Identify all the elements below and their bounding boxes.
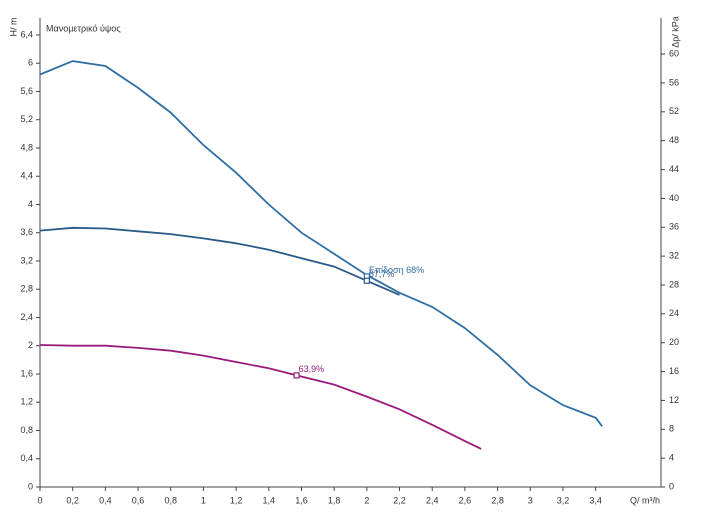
x-tick-label: 1,2 — [230, 495, 243, 505]
curve — [39, 60, 603, 427]
point-label: 67,7% — [369, 269, 395, 279]
point-label: 63,9% — [299, 364, 325, 374]
y-tick-label: 1,2 — [20, 397, 33, 407]
y-tick-label: 3,6 — [20, 227, 33, 237]
y2-tick-label: 4 — [669, 453, 674, 463]
x-tick-label: 3,2 — [557, 495, 570, 505]
x-tick-label: 1 — [201, 495, 206, 505]
y2-tick-label: 16 — [669, 366, 679, 376]
y-tick-label: 4,4 — [20, 171, 33, 181]
y-tick-label: 3,2 — [20, 255, 33, 265]
y2-axis-title: Δp/ kPa — [670, 16, 680, 48]
y-tick-label: 0 — [28, 481, 33, 491]
x-tick-label: 0,8 — [164, 495, 177, 505]
y-tick-label: 4 — [28, 199, 33, 209]
x-axis-title: Q/ m³/h — [630, 495, 660, 505]
x-tick-label: 1,4 — [263, 495, 276, 505]
x-tick-label: 0,6 — [132, 495, 145, 505]
x-tick-label: 0,2 — [66, 495, 79, 505]
y-tick-label: 2,8 — [20, 284, 33, 294]
x-tick-label: 0,4 — [99, 495, 112, 505]
y2-tick-label: 20 — [669, 337, 679, 347]
y-tick-label: 1,6 — [20, 368, 33, 378]
y-tick-label: 6 — [28, 58, 33, 68]
y2-tick-label: 36 — [669, 222, 679, 232]
operating-point — [293, 372, 300, 379]
x-tick-label: 0 — [37, 495, 42, 505]
y-tick-label: 2,4 — [20, 312, 33, 322]
y-tick-label: 4,8 — [20, 142, 33, 152]
y-tick-label: 0,8 — [20, 425, 33, 435]
y2-tick-label: 40 — [669, 193, 679, 203]
y-tick-label: 5,6 — [20, 86, 33, 96]
y2-tick-label: 48 — [669, 135, 679, 145]
y2-tick-label: 56 — [669, 77, 679, 87]
y2-tick-label: 8 — [669, 424, 674, 434]
x-tick-label: 1,6 — [295, 495, 308, 505]
y-tick-label: 0,4 — [20, 453, 33, 463]
x-tick-label: 2,4 — [426, 495, 439, 505]
curve — [39, 344, 482, 450]
y2-tick-label: 0 — [669, 481, 674, 491]
y-tick-label: 2 — [28, 340, 33, 350]
y-axis-title: H/ m — [8, 18, 18, 37]
y2-tick-label: 44 — [669, 164, 679, 174]
y2-tick-label: 52 — [669, 106, 679, 116]
x-tick-label: 2 — [364, 495, 369, 505]
y2-tick-label: 28 — [669, 279, 679, 289]
y2-tick-label: 32 — [669, 250, 679, 260]
x-tick-label: 3,4 — [589, 495, 602, 505]
y2-tick-label: 60 — [669, 48, 679, 58]
x-tick-label: 1,8 — [328, 495, 341, 505]
operating-point — [363, 277, 370, 284]
x-tick-label: 2,8 — [491, 495, 504, 505]
y2-tick-label: 12 — [669, 395, 679, 405]
x-tick-label: 2,6 — [459, 495, 472, 505]
x-tick-label: 2,2 — [393, 495, 406, 505]
curve — [39, 226, 400, 296]
point-label: Επίδοση 68% — [369, 265, 424, 275]
chart-title: Μανομετρικό ύψος — [46, 23, 121, 33]
x-tick-label: 3 — [528, 495, 533, 505]
y-tick-label: 5,2 — [20, 114, 33, 124]
y2-tick-label: 24 — [669, 308, 679, 318]
y-tick-label: 6,4 — [20, 29, 33, 39]
